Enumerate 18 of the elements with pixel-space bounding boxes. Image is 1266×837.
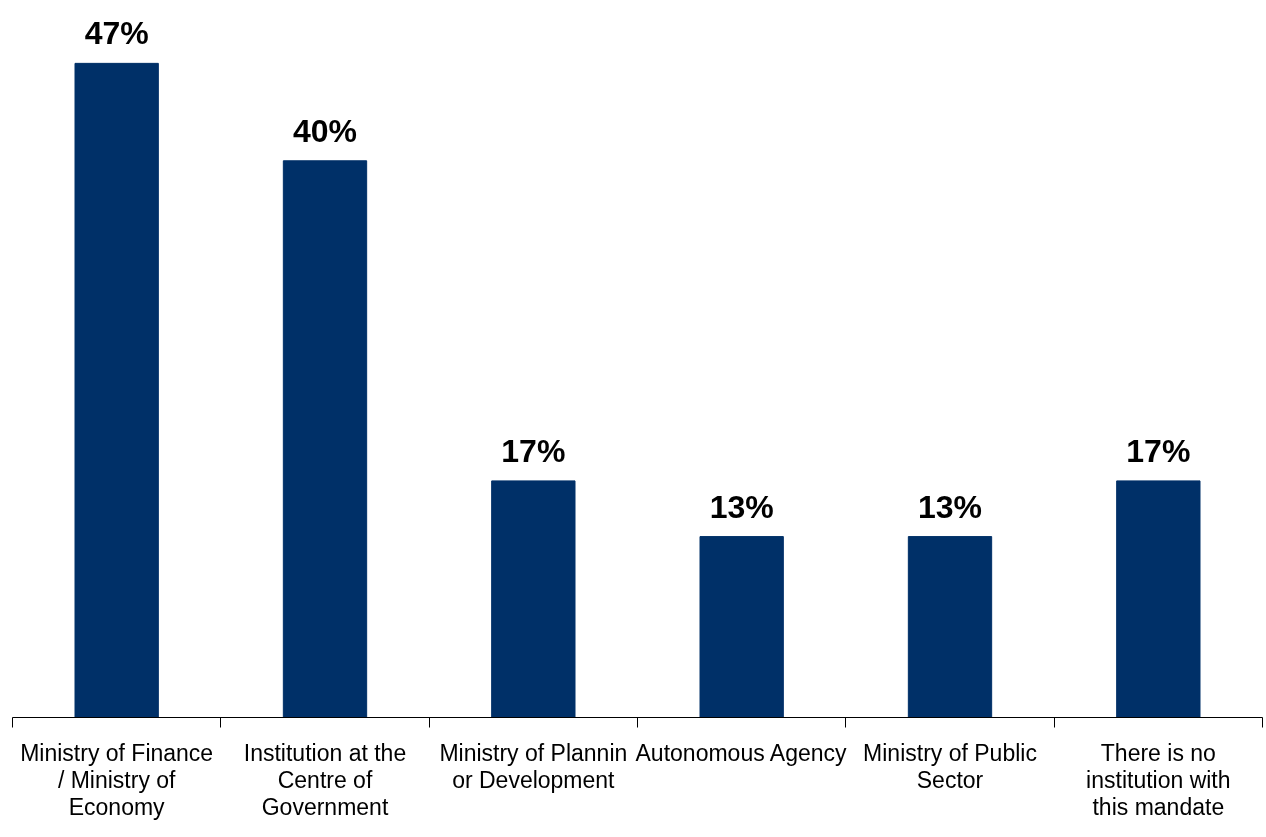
- data-label: 13%: [917, 488, 983, 525]
- bar: [282, 160, 368, 718]
- x-tick-label: Autonomous Agency: [635, 739, 848, 766]
- bar: [74, 62, 159, 718]
- data-label: 17%: [1126, 432, 1191, 469]
- bar: [491, 480, 576, 718]
- data-label: 40%: [292, 112, 358, 149]
- bar: [699, 536, 784, 718]
- x-tick-label: Ministry of Finance / Ministry of Economy: [20, 739, 214, 821]
- x-tick-label: Institution at the Centre of Government: [243, 739, 407, 821]
- bar: [907, 536, 993, 718]
- data-label: 13%: [709, 488, 774, 525]
- x-tick-label: There is no institution with this mandate: [1086, 739, 1231, 821]
- data-label: 17%: [501, 432, 566, 469]
- x-tick-label: Ministry of Plannin or Development: [439, 739, 628, 793]
- bar: [1116, 480, 1201, 718]
- data-label: 47%: [84, 15, 149, 52]
- x-tick-label: Ministry of Public Sector: [863, 739, 1037, 793]
